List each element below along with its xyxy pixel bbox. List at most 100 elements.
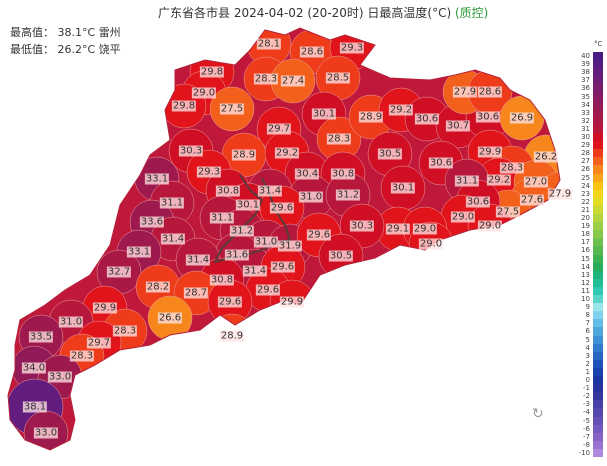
- legend-tick: -6: [583, 424, 590, 433]
- legend-swatch: [593, 181, 603, 191]
- legend-swatch: [593, 432, 603, 442]
- legend-swatch: [593, 76, 603, 85]
- legend-swatch: [593, 416, 603, 426]
- legend-swatch: [593, 335, 603, 345]
- county-temperature-label: 31.9: [277, 240, 303, 252]
- min-value: 26.2°C: [57, 43, 96, 56]
- county-temperature-label: 29.9: [477, 146, 503, 158]
- county-temperature-label: 27.9: [452, 86, 478, 98]
- county-temperature-label: 30.1: [235, 199, 261, 211]
- county-temperature-label: 28.3: [69, 350, 95, 362]
- legend-tick: 12: [581, 278, 590, 287]
- legend-tick: -5: [583, 416, 590, 425]
- county-temperature-label: 30.4: [294, 168, 320, 180]
- county-temperature-label: 29.7: [266, 123, 292, 135]
- legend-unit: °C: [594, 40, 603, 48]
- county-temperature-label: 31.4: [185, 254, 211, 266]
- legend-swatch: [593, 246, 603, 255]
- legend-swatch: [593, 92, 603, 102]
- legend-swatch: [593, 440, 603, 450]
- legend-tick: 18: [581, 230, 590, 239]
- legend-tick: 22: [581, 197, 590, 206]
- map-title: 广东省各市县 2024-04-02 (20-20时) 日最高温度(°C) (质控…: [158, 4, 488, 21]
- county-temperature-label: 30.5: [328, 250, 354, 262]
- legend-tick: 33: [581, 108, 590, 117]
- legend-swatch: [593, 424, 603, 434]
- min-label: 最低值：: [10, 43, 54, 56]
- legend-swatch: [593, 367, 603, 377]
- county-temperature-label: 30.5: [377, 148, 403, 160]
- county-temperature-label: 28.6: [477, 86, 503, 98]
- county-temperature-label: 27.6: [519, 194, 545, 206]
- county-temperature-label: 28.2: [145, 281, 171, 293]
- legend-tick: -7: [583, 432, 590, 441]
- quality-control-link[interactable]: (质控): [455, 6, 489, 20]
- legend-swatch: [593, 311, 603, 320]
- county-temperature-label: 30.8: [330, 168, 356, 180]
- county-temperature-label: 29.0: [412, 223, 438, 235]
- legend-swatch: [593, 448, 603, 458]
- county-temperature-label: 30.8: [215, 185, 241, 197]
- county-temperature-label: 28.1: [256, 38, 282, 50]
- max-place: 雷州: [98, 26, 121, 39]
- legend-swatch: [593, 392, 603, 401]
- county-temperature-label: 33.1: [144, 173, 170, 185]
- county-temperature-label: 29.2: [274, 147, 300, 159]
- legend-swatch: [593, 222, 603, 231]
- max-stat: 最高值： 38.1°C 雷州: [10, 24, 121, 40]
- legend-tick: -8: [583, 440, 590, 449]
- legend-tick: 38: [581, 68, 590, 77]
- county-temperature-label: 27.4: [280, 75, 306, 87]
- min-stat: 最低值： 26.2°C 饶平: [10, 41, 121, 57]
- county-temperature-label: 31.0: [298, 191, 324, 203]
- legend-tick: 4: [585, 343, 590, 352]
- legend-swatch: [593, 400, 603, 409]
- county-temperature-label: 32.7: [106, 266, 132, 278]
- refresh-icon[interactable]: ↻: [532, 406, 544, 422]
- legend-tick: 14: [581, 262, 590, 271]
- county-temperature-label: 29.6: [270, 261, 296, 273]
- legend-tick: 24: [581, 181, 590, 190]
- county-temperature-label: 31.0: [58, 316, 84, 328]
- legend-swatch: [593, 205, 603, 215]
- county-temperature-label: 28.6: [299, 46, 325, 58]
- legend-swatch: [593, 173, 603, 183]
- legend-tick: 11: [581, 286, 590, 295]
- county-temperature-label: 29.8: [171, 100, 197, 112]
- legend-tick: 1: [585, 367, 590, 376]
- county-temperature-label: 27.0: [523, 176, 549, 188]
- legend-tick: 21: [581, 205, 590, 214]
- legend-swatch: [593, 100, 603, 110]
- county-temperature-label: 28.7: [183, 287, 209, 299]
- county-temperature-label: 34.0: [21, 362, 47, 374]
- legend-swatch: [593, 376, 603, 385]
- county-temperature-label: 29.1: [385, 223, 411, 235]
- county-temperature-label: 33.6: [139, 216, 165, 228]
- legend-tick: 40: [581, 52, 590, 60]
- county-temperature-label: 38.1: [22, 401, 48, 413]
- legend-tick: 13: [581, 270, 590, 279]
- legend-swatch: [593, 319, 603, 328]
- county-temperature-label: 30.6: [428, 157, 454, 169]
- legend-swatch: [593, 254, 603, 264]
- legend-tick: -3: [583, 400, 590, 409]
- county-temperature-label: 30.1: [390, 182, 416, 194]
- legend-tick: 35: [581, 92, 590, 101]
- county-temperature-label: 28.5: [325, 72, 351, 84]
- county-temperature-label: 26.2: [533, 151, 559, 163]
- legend-swatch: [593, 238, 603, 247]
- legend-swatch: [593, 214, 603, 223]
- legend-swatch: [593, 359, 603, 369]
- legend-tick: -1: [583, 384, 590, 393]
- legend-tick: 34: [581, 100, 590, 109]
- county-temperature-label: 33.1: [126, 246, 152, 258]
- county-temperature-label: 31.1: [209, 212, 235, 224]
- county-temperature-label: 29.9: [279, 296, 305, 308]
- county-temperature-label: 29.0: [418, 238, 444, 250]
- legend-tick: -2: [583, 392, 590, 401]
- county-temperature-label: 29.9: [92, 302, 118, 314]
- legend-tick: 17: [581, 238, 590, 247]
- min-place: 饶平: [98, 43, 121, 56]
- county-temperature-label: 30.6: [414, 113, 440, 125]
